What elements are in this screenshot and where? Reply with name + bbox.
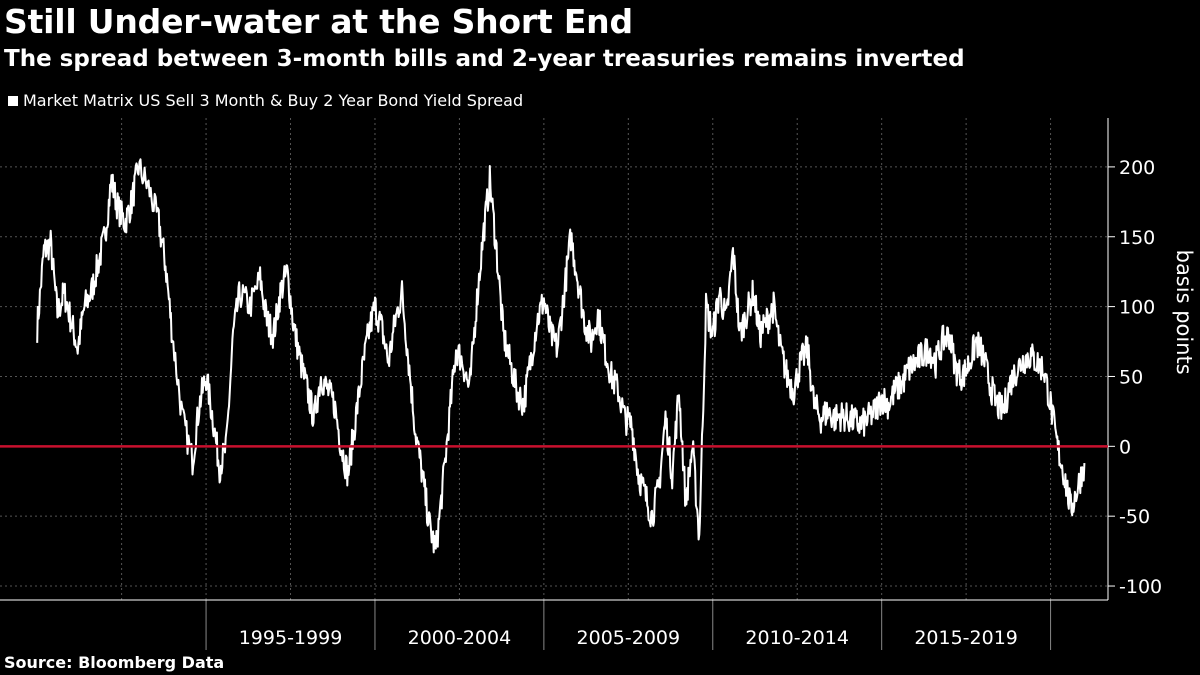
x-period-label: 2015-2019 [914,627,1018,649]
chart-subtitle: The spread between 3-month bills and 2-y… [4,46,965,72]
x-period-label: 1995-1999 [239,627,343,649]
x-label-layer: 1995-1999 2000-2004 2005-2009 2010-2014 2015… [239,627,1018,649]
legend: Market Matrix US Sell 3 Month & Buy 2 Ye… [8,91,523,110]
series-line [36,158,1086,554]
y-axis-title: basis points [1172,250,1196,375]
y-tick-label: 100 [1119,297,1155,319]
y-tick-label: 50 [1119,366,1143,388]
y-tick-label: 0 [1119,436,1131,458]
x-period-label: 2005-2009 [577,627,681,649]
x-period-label: 2010-2014 [745,627,849,649]
chart-title: Still Under-water at the Short End [4,2,633,41]
y-tick-label: 150 [1119,227,1155,249]
source-note: Source: Bloomberg Data [4,653,225,672]
y-tick-label: 200 [1119,157,1155,179]
legend-swatch [8,95,18,106]
x-period-label: 2000-2004 [408,627,512,649]
y-tick-label: -100 [1119,576,1162,598]
legend-label: Market Matrix US Sell 3 Month & Buy 2 Ye… [23,91,524,110]
y-tick-layer: 200 150 100 50 0 -50 -100 [1108,157,1162,598]
x-divider-layer [205,600,1052,650]
y-tick-label: -50 [1119,506,1150,528]
